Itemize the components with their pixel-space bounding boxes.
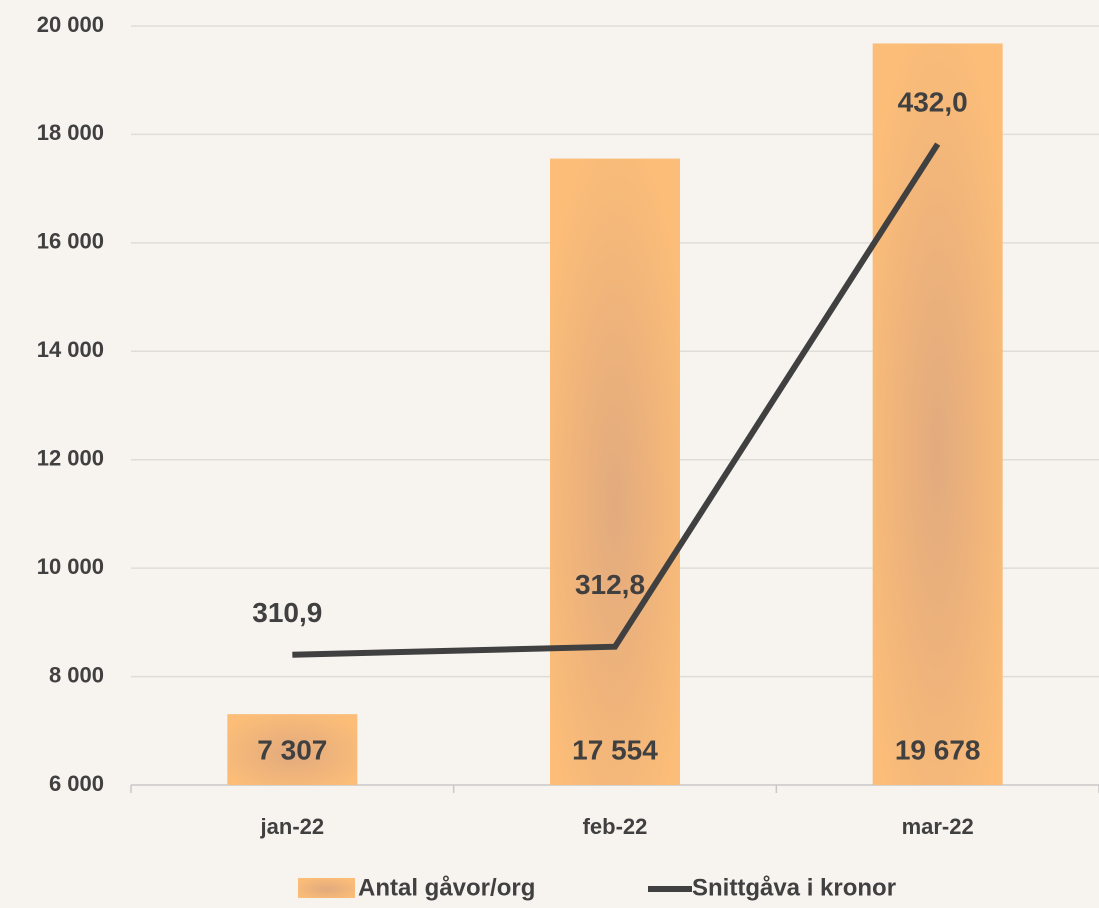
- line-series: [292, 142, 941, 658]
- line-value-label: 312,8: [575, 569, 645, 600]
- bar-value-label: 17 554: [572, 734, 658, 765]
- y-tick-label: 20 000: [37, 12, 104, 37]
- line-value-label: 310,9: [252, 597, 322, 628]
- x-tick-label: jan-22: [260, 814, 325, 839]
- y-tick-label: 18 000: [37, 120, 104, 145]
- y-tick-label: 10 000: [37, 554, 104, 579]
- x-tick-label: feb-22: [583, 814, 648, 839]
- y-tick-label: 6 000: [49, 771, 104, 796]
- legend-label: Antal gåvor/org: [358, 874, 535, 901]
- line-value-label: 432,0: [898, 86, 968, 117]
- y-tick-label: 12 000: [37, 446, 104, 471]
- legend-label: Snittgåva i kronor: [692, 874, 896, 901]
- bar: [227, 714, 358, 785]
- x-tick-label: mar-22: [902, 814, 974, 839]
- y-tick-label: 14 000: [37, 337, 104, 362]
- y-tick-label: 8 000: [49, 662, 104, 687]
- y-tick-label: 16 000: [37, 229, 104, 254]
- bar-value-label: 19 678: [895, 734, 981, 765]
- bar-value-label: 7 307: [257, 734, 327, 765]
- bar: [550, 158, 680, 785]
- legend-swatch: [298, 878, 355, 898]
- bar: [872, 43, 1003, 785]
